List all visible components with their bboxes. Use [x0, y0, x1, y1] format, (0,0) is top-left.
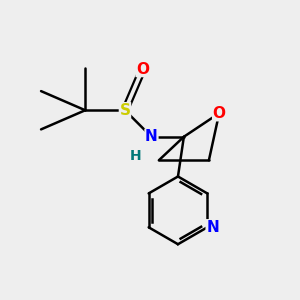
- Text: N: N: [145, 129, 158, 144]
- Text: O: O: [136, 61, 149, 76]
- Text: O: O: [213, 106, 226, 121]
- Text: N: N: [206, 220, 219, 235]
- Text: S: S: [119, 103, 130, 118]
- Text: H: H: [130, 149, 141, 163]
